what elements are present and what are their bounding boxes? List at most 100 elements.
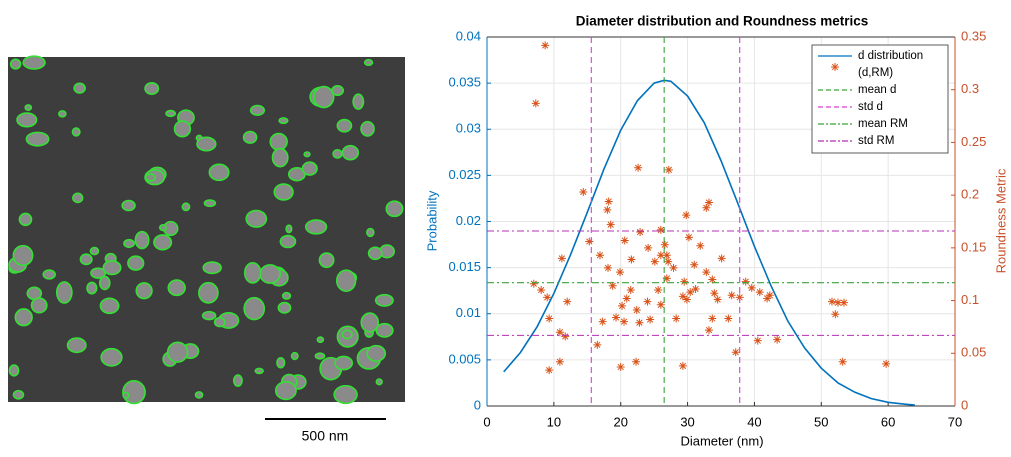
particle: [18, 212, 33, 227]
scatter-point: [773, 335, 782, 344]
scatter-point: [545, 314, 554, 323]
scatter-point: [753, 336, 762, 345]
scatter-point: [579, 187, 588, 196]
particle: [271, 147, 289, 168]
particle: [336, 118, 353, 133]
x-tick-label: 60: [881, 414, 895, 429]
particle: [12, 389, 25, 400]
particle: [242, 130, 258, 144]
particle: [100, 347, 123, 367]
particle: [102, 260, 122, 276]
y-tick-label: 0.025: [448, 167, 481, 182]
y2-axis-label: Roundness Metric: [993, 168, 1008, 273]
scatter-point: [702, 268, 711, 277]
legend-label: d distribution: [858, 50, 923, 62]
particle: [135, 282, 153, 300]
scatter-point: [882, 359, 891, 368]
scatter-point: [616, 268, 625, 277]
legend-label: std d: [858, 101, 883, 113]
y2-tick-label: 0.35: [961, 28, 986, 43]
particle: [90, 267, 106, 279]
scatter-point: [838, 357, 847, 366]
x-tick-label: 40: [747, 414, 761, 429]
particle: [123, 238, 135, 249]
particle: [273, 183, 294, 201]
scatter-point: [713, 295, 722, 304]
scatter-point: [635, 318, 644, 327]
scatter-point: [598, 317, 607, 326]
scatter-point: [557, 254, 566, 263]
y-tick-label: 0.035: [448, 75, 481, 90]
scatter-point: [616, 362, 625, 371]
scatter-point: [656, 251, 665, 260]
particle: [279, 234, 297, 249]
y-tick-label: 0.02: [456, 213, 481, 228]
particle: [55, 281, 73, 304]
particle: [86, 281, 98, 295]
scatter-point: [765, 291, 774, 300]
particle: [122, 391, 130, 399]
scatter-point: [634, 163, 643, 172]
x-tick-label: 0: [483, 414, 490, 429]
particle: [167, 279, 186, 297]
particle: [89, 246, 100, 256]
scatter-point: [627, 255, 636, 264]
particle: [336, 269, 357, 293]
particle: [318, 252, 335, 269]
scatter-point: [731, 348, 740, 357]
particle: [341, 144, 360, 161]
scatter-point: [606, 220, 615, 229]
y2-tick-label: 0: [961, 397, 968, 412]
particle: [134, 230, 150, 250]
particle: [194, 391, 204, 399]
scatter-point: [704, 326, 713, 335]
particle: [363, 58, 374, 67]
scatter-point: [708, 275, 717, 284]
scatter-point: [604, 263, 613, 272]
particle: [66, 337, 87, 354]
scatter-point: [747, 283, 756, 292]
scatter-point: [684, 233, 693, 242]
particle: [303, 151, 311, 158]
particle: [201, 310, 217, 321]
scatter-point: [840, 298, 849, 307]
particle: [181, 202, 191, 212]
particle: [158, 223, 167, 232]
scatter-point: [543, 293, 552, 302]
scatter-point: [834, 298, 842, 307]
legend-label: mean RM: [858, 118, 908, 130]
scatter-point: [620, 317, 629, 326]
particle: [173, 120, 192, 138]
scatter-point: [650, 257, 659, 266]
x-tick-label: 50: [814, 414, 828, 429]
scatter-point: [682, 295, 691, 304]
scatter-point: [702, 203, 711, 212]
scatter-point: [763, 294, 772, 303]
particle: [73, 82, 86, 94]
particle: [79, 253, 93, 266]
y-tick-label: 0.04: [456, 28, 481, 43]
scatter-point: [755, 288, 764, 297]
x-axis-label: Diameter (nm): [680, 433, 763, 448]
scatter-point: [612, 313, 621, 322]
particle: [259, 264, 281, 284]
particle: [314, 352, 326, 360]
particle: [213, 316, 226, 328]
particle: [42, 269, 56, 280]
scatter-point: [727, 291, 736, 300]
y-tick-label: 0.01: [456, 305, 481, 320]
scatter-point: [654, 286, 663, 295]
scatter-point: [555, 328, 564, 337]
legend-swatch: [831, 63, 839, 71]
particle: [367, 246, 383, 261]
x-tick-label: 20: [613, 414, 627, 429]
scatter-point: [626, 286, 635, 295]
particle: [165, 109, 177, 118]
scatter-point: [678, 361, 687, 370]
particle: [99, 297, 120, 315]
particle: [202, 261, 222, 275]
scatter-point: [660, 240, 669, 249]
particle: [245, 209, 268, 228]
particle: [22, 55, 46, 70]
y-tick-label: 0.015: [448, 259, 481, 274]
